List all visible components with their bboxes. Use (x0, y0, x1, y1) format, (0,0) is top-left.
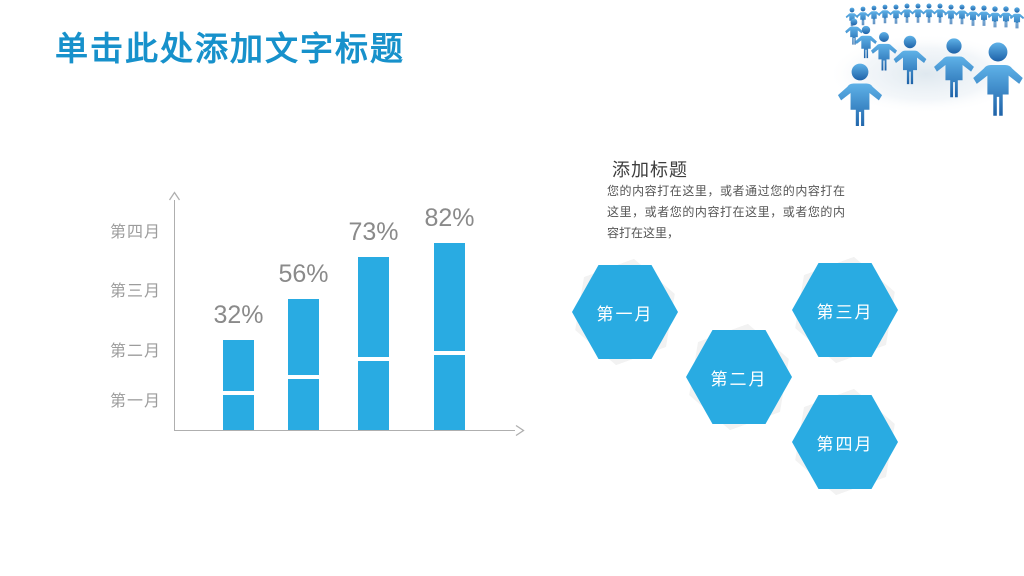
hexagon-month-3: 第三月 (792, 263, 898, 357)
people-circle-image (826, 0, 1024, 126)
page-title: 单击此处添加文字标题 (55, 30, 405, 67)
y-tick-label: 第三月 (110, 283, 162, 300)
hexagon-shape (792, 395, 898, 489)
hexagon-label: 第二月 (710, 369, 768, 389)
hexagon-shape (572, 265, 678, 359)
y-axis-arrow-icon (168, 191, 181, 201)
bar-3 (358, 257, 389, 430)
hexagon-month-2: 第二月 (686, 330, 792, 424)
bar-2 (288, 299, 319, 430)
y-tick-label: 第一月 (110, 393, 162, 410)
y-tick-label: 第二月 (110, 343, 162, 360)
x-axis-arrow-icon (515, 424, 525, 437)
hexagon-label: 第一月 (596, 304, 654, 324)
bar-divider (223, 391, 254, 395)
bar-value-label: 56% (278, 260, 329, 288)
section-heading: 添加标题 (612, 160, 688, 180)
hexagon-month-4: 第四月 (792, 395, 898, 489)
hexagon-shape (686, 330, 792, 424)
bar-divider (288, 375, 319, 379)
y-tick-label: 第四月 (110, 224, 162, 241)
bar-value-label: 73% (348, 218, 399, 246)
hexagon-label: 第四月 (816, 434, 874, 454)
bar-divider (434, 351, 465, 355)
hexagon-month-1: 第一月 (572, 265, 678, 359)
hexagon-shape (792, 263, 898, 357)
people-circle-svg (828, 3, 1024, 126)
section-body-text: 您的内容打在这里，或者通过您的内容打在这里，或者您的内容打在这里，或者您的内容打… (607, 184, 845, 240)
bar-value-label: 32% (213, 301, 264, 329)
bar-divider (358, 357, 389, 361)
bar-1 (223, 340, 254, 430)
hexagon-label: 第三月 (816, 302, 874, 322)
bar-4 (434, 243, 465, 430)
bar-value-label: 82% (424, 204, 475, 232)
bar-plot: 32% 56% 73% 82% (168, 191, 525, 437)
